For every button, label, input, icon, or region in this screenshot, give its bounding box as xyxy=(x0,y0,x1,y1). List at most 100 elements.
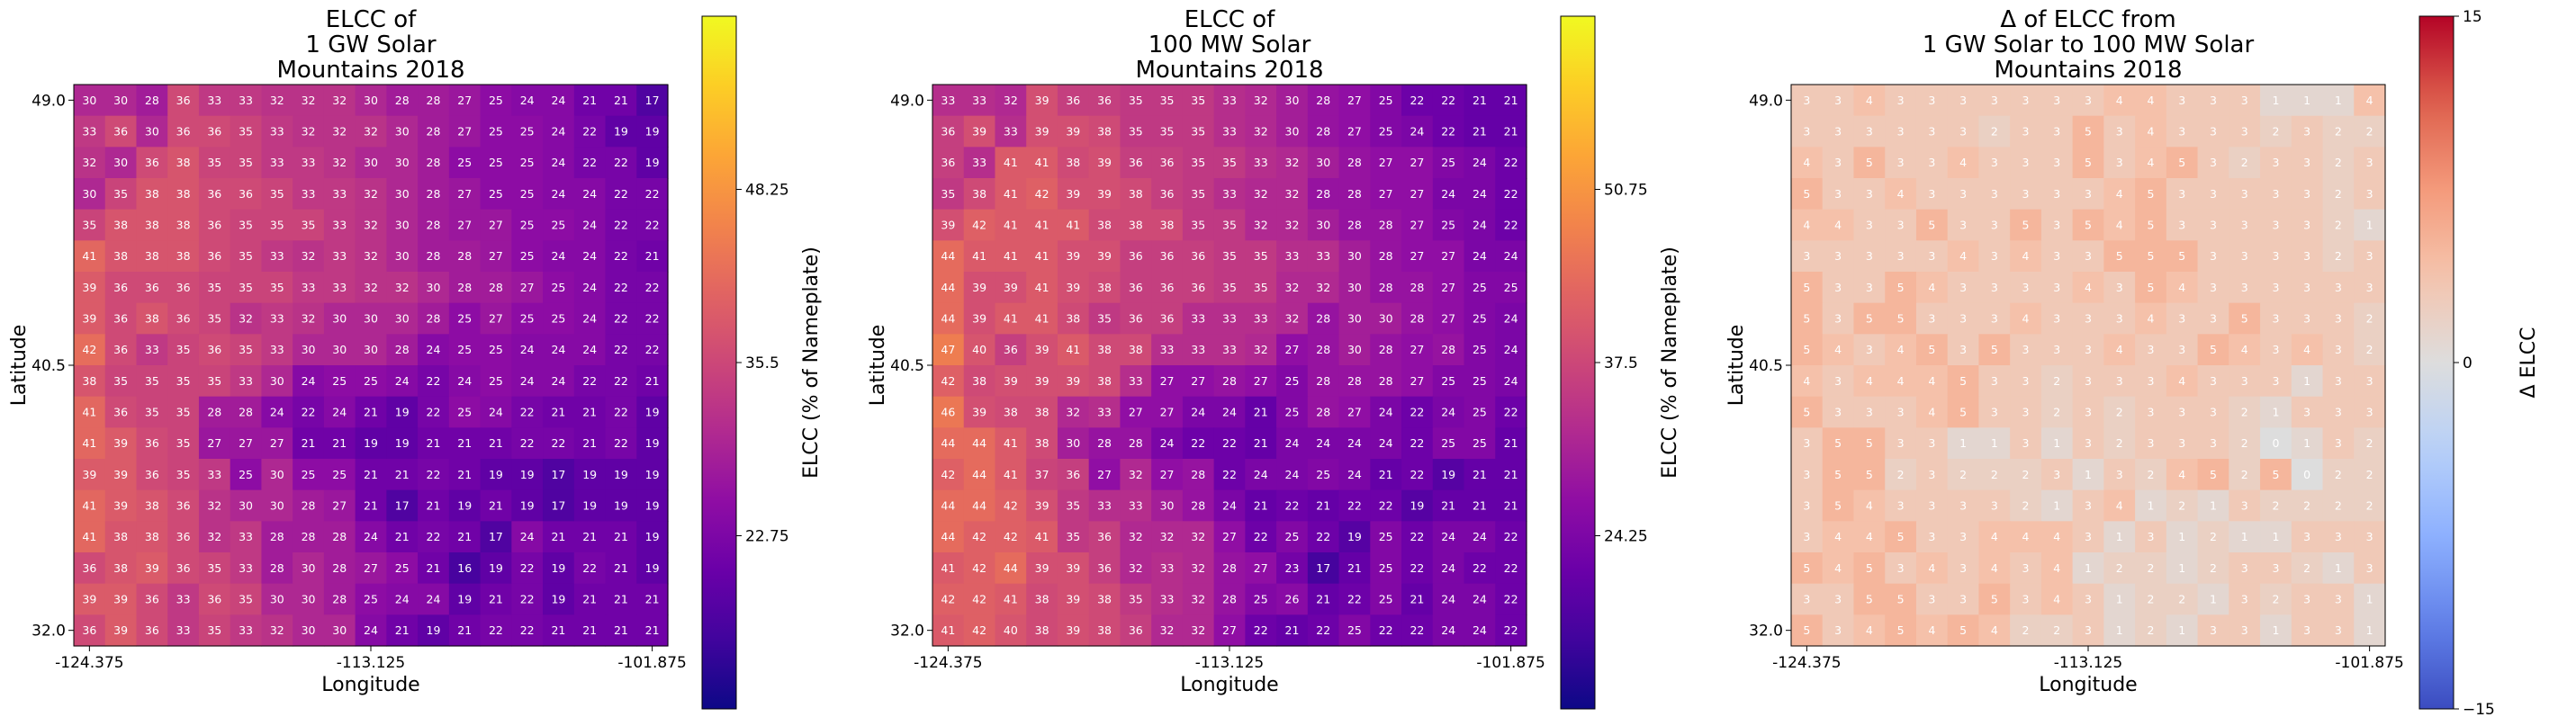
heatmap-cell xyxy=(230,489,263,522)
cell-value-label: 5 xyxy=(2085,125,2092,139)
cell-value-label: 25 xyxy=(551,219,565,232)
heatmap-cell xyxy=(1182,583,1215,615)
heatmap-cell xyxy=(1495,489,1527,522)
heatmap-cell xyxy=(1276,459,1309,491)
heatmap-cell xyxy=(198,85,231,117)
heatmap-cell xyxy=(2291,583,2324,615)
heatmap-cell xyxy=(1885,552,1917,585)
heatmap-cell xyxy=(1853,272,1886,304)
cell-value-label: 4 xyxy=(1928,561,1935,575)
x-tick-label: -124.375 xyxy=(55,654,123,672)
cell-value-label: 28 xyxy=(1347,374,1362,388)
heatmap-cell xyxy=(1495,209,1527,241)
heatmap-cell xyxy=(995,147,1027,179)
cell-value-label: 5 xyxy=(2241,312,2248,326)
cell-value-label: 22 xyxy=(1504,187,1518,201)
heatmap-cell xyxy=(1432,147,1465,179)
heatmap-cell xyxy=(386,614,419,647)
cell-value-label: 24 xyxy=(551,94,565,107)
cell-value-label: 24 xyxy=(1504,374,1518,388)
heatmap-cell xyxy=(293,427,325,460)
heatmap-cell xyxy=(198,614,231,647)
cell-value-label: 25 xyxy=(1473,406,1487,419)
heatmap-cell xyxy=(2040,614,2074,647)
heatmap-cell xyxy=(167,240,200,273)
cell-value-label: 3 xyxy=(1991,499,1998,513)
heatmap-cell xyxy=(932,365,965,398)
cell-value-label: 17 xyxy=(489,530,503,543)
cell-value-label: 25 xyxy=(332,468,347,481)
heatmap-cell xyxy=(1245,614,1277,647)
cell-value-label: 35 xyxy=(239,156,253,169)
heatmap-cell xyxy=(573,178,607,211)
heatmap-cell xyxy=(198,147,231,179)
cell-value-label: 5 xyxy=(1834,499,1842,513)
heatmap-cell xyxy=(230,147,263,179)
cell-value-label: 35 xyxy=(1160,94,1175,107)
cell-value-label: 5 xyxy=(1866,593,1873,606)
cell-value-label: 21 xyxy=(1504,125,1518,139)
cell-value-label: 30 xyxy=(395,312,410,326)
cell-value-label: 24 xyxy=(1316,436,1330,450)
heatmap-cell xyxy=(136,85,168,117)
heatmap-cell xyxy=(448,489,482,522)
cell-value-label: 3 xyxy=(1866,219,1873,232)
heatmap-cell xyxy=(573,489,607,522)
cell-value-label: 38 xyxy=(176,249,191,263)
heatmap-cell xyxy=(1088,552,1121,585)
heatmap-cell xyxy=(2040,521,2074,553)
cell-value-label: 24 xyxy=(520,94,535,107)
cell-value-label: 35 xyxy=(207,623,221,637)
cell-value-label: 3 xyxy=(2303,249,2310,263)
heatmap-cell xyxy=(230,302,263,335)
heatmap-cell xyxy=(1245,459,1277,491)
heatmap-cell xyxy=(2040,209,2074,241)
cell-value-label: 5 xyxy=(1834,436,1842,450)
heatmap-cell xyxy=(2072,272,2104,304)
cell-value-label: 4 xyxy=(1928,374,1935,388)
heatmap-cell xyxy=(1978,115,2011,148)
cell-value-label: 3 xyxy=(2116,281,2123,294)
heatmap-cell xyxy=(355,459,387,491)
heatmap-cell xyxy=(2354,272,2386,304)
heatmap-cell xyxy=(1791,521,1824,553)
heatmap-cell xyxy=(2010,115,2042,148)
heatmap-cell xyxy=(1853,240,1886,273)
cell-value-label: 41 xyxy=(1004,312,1018,326)
heatmap-cell xyxy=(261,178,293,211)
heatmap-cell xyxy=(418,240,450,273)
heatmap-cell xyxy=(418,147,450,179)
heatmap-cell xyxy=(1853,115,1886,148)
heatmap-cell xyxy=(2291,209,2324,241)
cell-value-label: 27 xyxy=(1222,530,1237,543)
cell-value-label: 28 xyxy=(489,281,503,294)
heatmap-cell xyxy=(1370,209,1402,241)
cell-value-label: 30 xyxy=(1285,94,1300,107)
heatmap-cell xyxy=(2291,552,2324,585)
cell-value-label: 5 xyxy=(1866,312,1873,326)
cell-value-label: 35 xyxy=(302,219,316,232)
cell-value-label: 3 xyxy=(2178,436,2185,450)
cell-value-label: 19 xyxy=(489,468,503,481)
heatmap-cell xyxy=(136,459,168,491)
cell-value-label: 1 xyxy=(2085,561,2092,575)
cell-value-label: 39 xyxy=(1097,249,1112,263)
y-tick-label: 40.5 xyxy=(890,357,924,375)
cell-value-label: 3 xyxy=(2335,530,2342,543)
heatmap-cell xyxy=(448,147,482,179)
heatmap-cell xyxy=(104,489,138,522)
cell-value-label: 33 xyxy=(207,468,221,481)
cell-value-label: 22 xyxy=(614,436,628,450)
cell-value-label: 3 xyxy=(2022,593,2030,606)
heatmap-cell xyxy=(480,209,512,241)
heatmap-cell xyxy=(323,489,356,522)
cell-value-label: 28 xyxy=(270,530,284,543)
heatmap-cell xyxy=(1978,552,2011,585)
heatmap-cell xyxy=(932,459,965,491)
heatmap-cell xyxy=(1245,489,1277,522)
cell-value-label: 3 xyxy=(1991,406,1998,419)
cell-value-label: 24 xyxy=(582,312,597,326)
cell-value-label: 21 xyxy=(364,468,378,481)
cell-value-label: 4 xyxy=(2053,530,2060,543)
heatmap-cell xyxy=(1338,178,1371,211)
